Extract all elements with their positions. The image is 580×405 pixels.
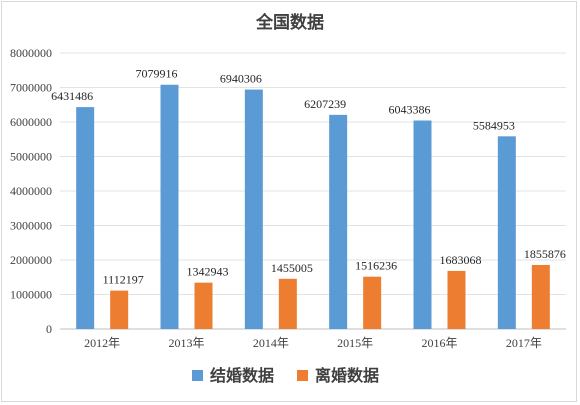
legend-swatch-marriage	[192, 370, 203, 381]
marriage-bar-2017年	[497, 136, 516, 329]
marriage-data-label: 5584953	[473, 118, 515, 132]
marriage-data-label: 6940306	[220, 72, 262, 86]
marriage-bar-2015年	[329, 114, 348, 330]
divorce-bar-2013年	[194, 282, 213, 329]
y-tick-label: 7000000	[10, 81, 52, 95]
marriage-bar-2012年	[76, 107, 95, 329]
chart-title: 全国数据	[255, 12, 324, 33]
gridlines	[60, 52, 566, 330]
legend-label-divorce: 离婚数据	[315, 366, 379, 385]
divorce-bar-2016年	[447, 270, 466, 329]
y-tick-label: 6000000	[10, 115, 52, 129]
x-axis-ticks: 2012年 2013年 2014年 2015年 2016年 2017年	[84, 336, 542, 350]
marriage-bar-2014年	[244, 89, 263, 329]
y-tick-label: 5000000	[10, 150, 52, 164]
marriage-bar-2013年	[160, 84, 179, 330]
x-tick-label: 2013年	[168, 336, 204, 350]
x-tick-label: 2016年	[421, 336, 457, 350]
x-tick-label: 2017年	[506, 336, 542, 350]
x-tick-label: 2012年	[84, 336, 120, 350]
legend-swatch-divorce	[297, 370, 308, 381]
x-tick-label: 2015年	[337, 336, 373, 350]
divorce-data-label: 1683068	[440, 253, 482, 267]
marriage-bar-2016年	[413, 120, 432, 330]
divorce-data-label: 1342943	[187, 265, 229, 279]
marriage-data-label: 7079916	[136, 67, 178, 81]
y-tick-label: 1000000	[10, 288, 52, 302]
y-tick-label: 8000000	[10, 46, 52, 60]
marriage-data-label: 6043386	[389, 103, 431, 117]
y-tick-label: 0	[46, 322, 52, 336]
y-tick-label: 2000000	[10, 253, 52, 267]
data-labels: 6431486 1112197 7079916 1342943 6940306 14550…	[51, 67, 566, 287]
marriage-data-label: 6207239	[304, 97, 346, 111]
legend: 结婚数据 离婚数据	[192, 366, 379, 385]
marriage-data-label: 6431486	[51, 89, 93, 103]
x-tick-label: 2014年	[253, 336, 289, 350]
divorce-data-label: 1855876	[524, 247, 566, 261]
legend-label-marriage: 结婚数据	[209, 366, 274, 385]
divorce-data-label: 1455005	[271, 261, 313, 275]
divorce-bar-2015年	[363, 276, 382, 329]
y-axis-ticks: 0 1000000 2000000 3000000 4000000 5000000 6000…	[10, 46, 52, 336]
divorce-data-label: 1516236	[355, 259, 397, 273]
y-tick-label: 4000000	[10, 184, 52, 198]
divorce-bar-2012年	[110, 290, 129, 329]
y-tick-label: 3000000	[10, 219, 52, 233]
divorce-bar-2014年	[278, 278, 297, 329]
divorce-bar-2017年	[531, 264, 550, 329]
divorce-data-label: 1112197	[103, 273, 144, 287]
bars	[76, 84, 550, 330]
